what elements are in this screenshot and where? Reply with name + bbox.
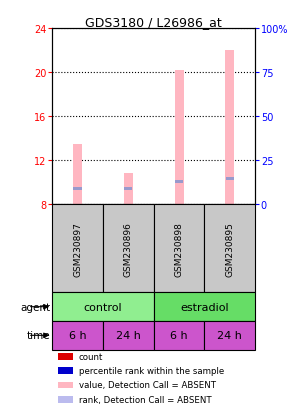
Bar bbox=[175, 71, 184, 205]
Text: estradiol: estradiol bbox=[180, 302, 229, 312]
Bar bbox=[226, 178, 234, 181]
Bar bbox=[103, 205, 154, 293]
Bar bbox=[58, 396, 73, 403]
Bar bbox=[124, 174, 133, 205]
Title: GDS3180 / L26986_at: GDS3180 / L26986_at bbox=[85, 16, 222, 29]
Text: agent: agent bbox=[20, 302, 50, 312]
Bar bbox=[58, 353, 73, 360]
Bar bbox=[58, 382, 73, 388]
Bar bbox=[124, 187, 133, 191]
Text: value, Detection Call = ABSENT: value, Detection Call = ABSENT bbox=[79, 380, 216, 389]
Bar bbox=[52, 205, 103, 293]
Bar bbox=[154, 321, 204, 350]
Text: control: control bbox=[84, 302, 122, 312]
Text: rank, Detection Call = ABSENT: rank, Detection Call = ABSENT bbox=[79, 395, 212, 404]
Bar bbox=[52, 293, 154, 321]
Bar bbox=[73, 144, 82, 205]
Text: count: count bbox=[79, 352, 103, 361]
Text: 6 h: 6 h bbox=[69, 330, 86, 340]
Bar bbox=[154, 205, 204, 293]
Text: percentile rank within the sample: percentile rank within the sample bbox=[79, 366, 224, 375]
Text: GSM230895: GSM230895 bbox=[225, 221, 234, 276]
Text: GSM230898: GSM230898 bbox=[175, 221, 184, 276]
Bar bbox=[204, 321, 255, 350]
Text: time: time bbox=[27, 330, 50, 340]
Text: 24 h: 24 h bbox=[218, 330, 242, 340]
Bar bbox=[154, 293, 255, 321]
Bar bbox=[58, 368, 73, 374]
Bar bbox=[204, 205, 255, 293]
Text: GSM230897: GSM230897 bbox=[73, 221, 82, 276]
Text: 24 h: 24 h bbox=[116, 330, 141, 340]
Bar bbox=[103, 321, 154, 350]
Text: GSM230896: GSM230896 bbox=[124, 221, 133, 276]
Bar bbox=[175, 180, 183, 184]
Bar bbox=[225, 51, 234, 205]
Text: 6 h: 6 h bbox=[170, 330, 188, 340]
Bar bbox=[52, 321, 103, 350]
Bar bbox=[73, 187, 82, 191]
